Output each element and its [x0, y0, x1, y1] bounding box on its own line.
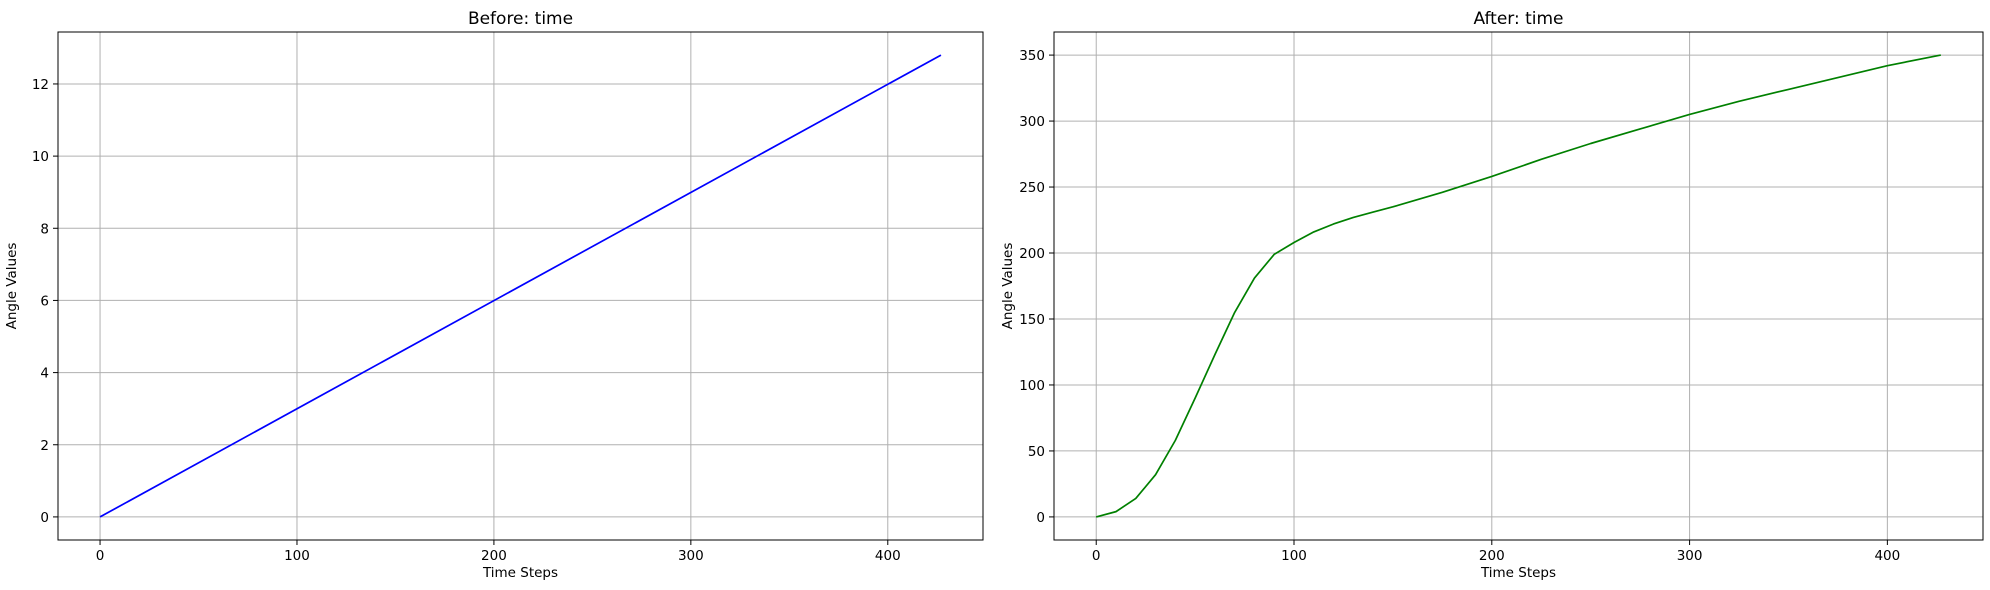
x-tick-label: 200 [1479, 548, 1505, 564]
y-axis-label: Angle Values [1000, 243, 1016, 330]
y-tick-label: 0 [1036, 510, 1045, 526]
x-tick-label: 100 [1281, 548, 1307, 564]
y-tick-label: 50 [1028, 444, 1045, 460]
y-tick-label: 10 [32, 149, 49, 165]
y-tick-label: 150 [1019, 312, 1045, 328]
x-axis-label: Time Steps [482, 565, 558, 581]
y-tick-label: 200 [1019, 246, 1045, 262]
y-tick-label: 350 [1019, 48, 1045, 64]
x-tick-label: 0 [96, 548, 105, 564]
y-tick-label: 100 [1019, 378, 1045, 394]
subplot-before: Before: time Time Steps Angle Values 0 10… [4, 9, 984, 581]
x-tick-label: 300 [1677, 548, 1703, 564]
x-tick-label: 400 [875, 548, 901, 564]
axes-frame [57, 31, 984, 541]
y-tick-label: 300 [1019, 114, 1045, 130]
chart-title: Before: time [468, 9, 573, 29]
series-line [1096, 54, 1941, 518]
y-tick-label: 8 [40, 221, 49, 237]
y-tick-label: 250 [1019, 180, 1045, 196]
x-tick-label: 400 [1874, 548, 1900, 564]
subplot-after: After: time Time Steps Angle Values 0 100… [1000, 9, 1984, 581]
x-axis-label: Time Steps [1480, 565, 1556, 581]
x-tick-label: 0 [1092, 548, 1101, 564]
chart-title: After: time [1473, 9, 1563, 29]
y-tick-label: 4 [40, 366, 49, 382]
x-tick-label: 100 [284, 548, 310, 564]
x-tick-label: 300 [678, 548, 704, 564]
series-line [99, 54, 942, 518]
y-axis-label: Angle Values [4, 243, 20, 330]
y-tick-label: 0 [40, 510, 49, 526]
y-tick-label: 12 [32, 77, 49, 93]
y-tick-label: 6 [40, 293, 49, 309]
y-tick-label: 2 [40, 438, 49, 454]
axes-frame [1053, 31, 1984, 541]
x-tick-label: 200 [481, 548, 507, 564]
